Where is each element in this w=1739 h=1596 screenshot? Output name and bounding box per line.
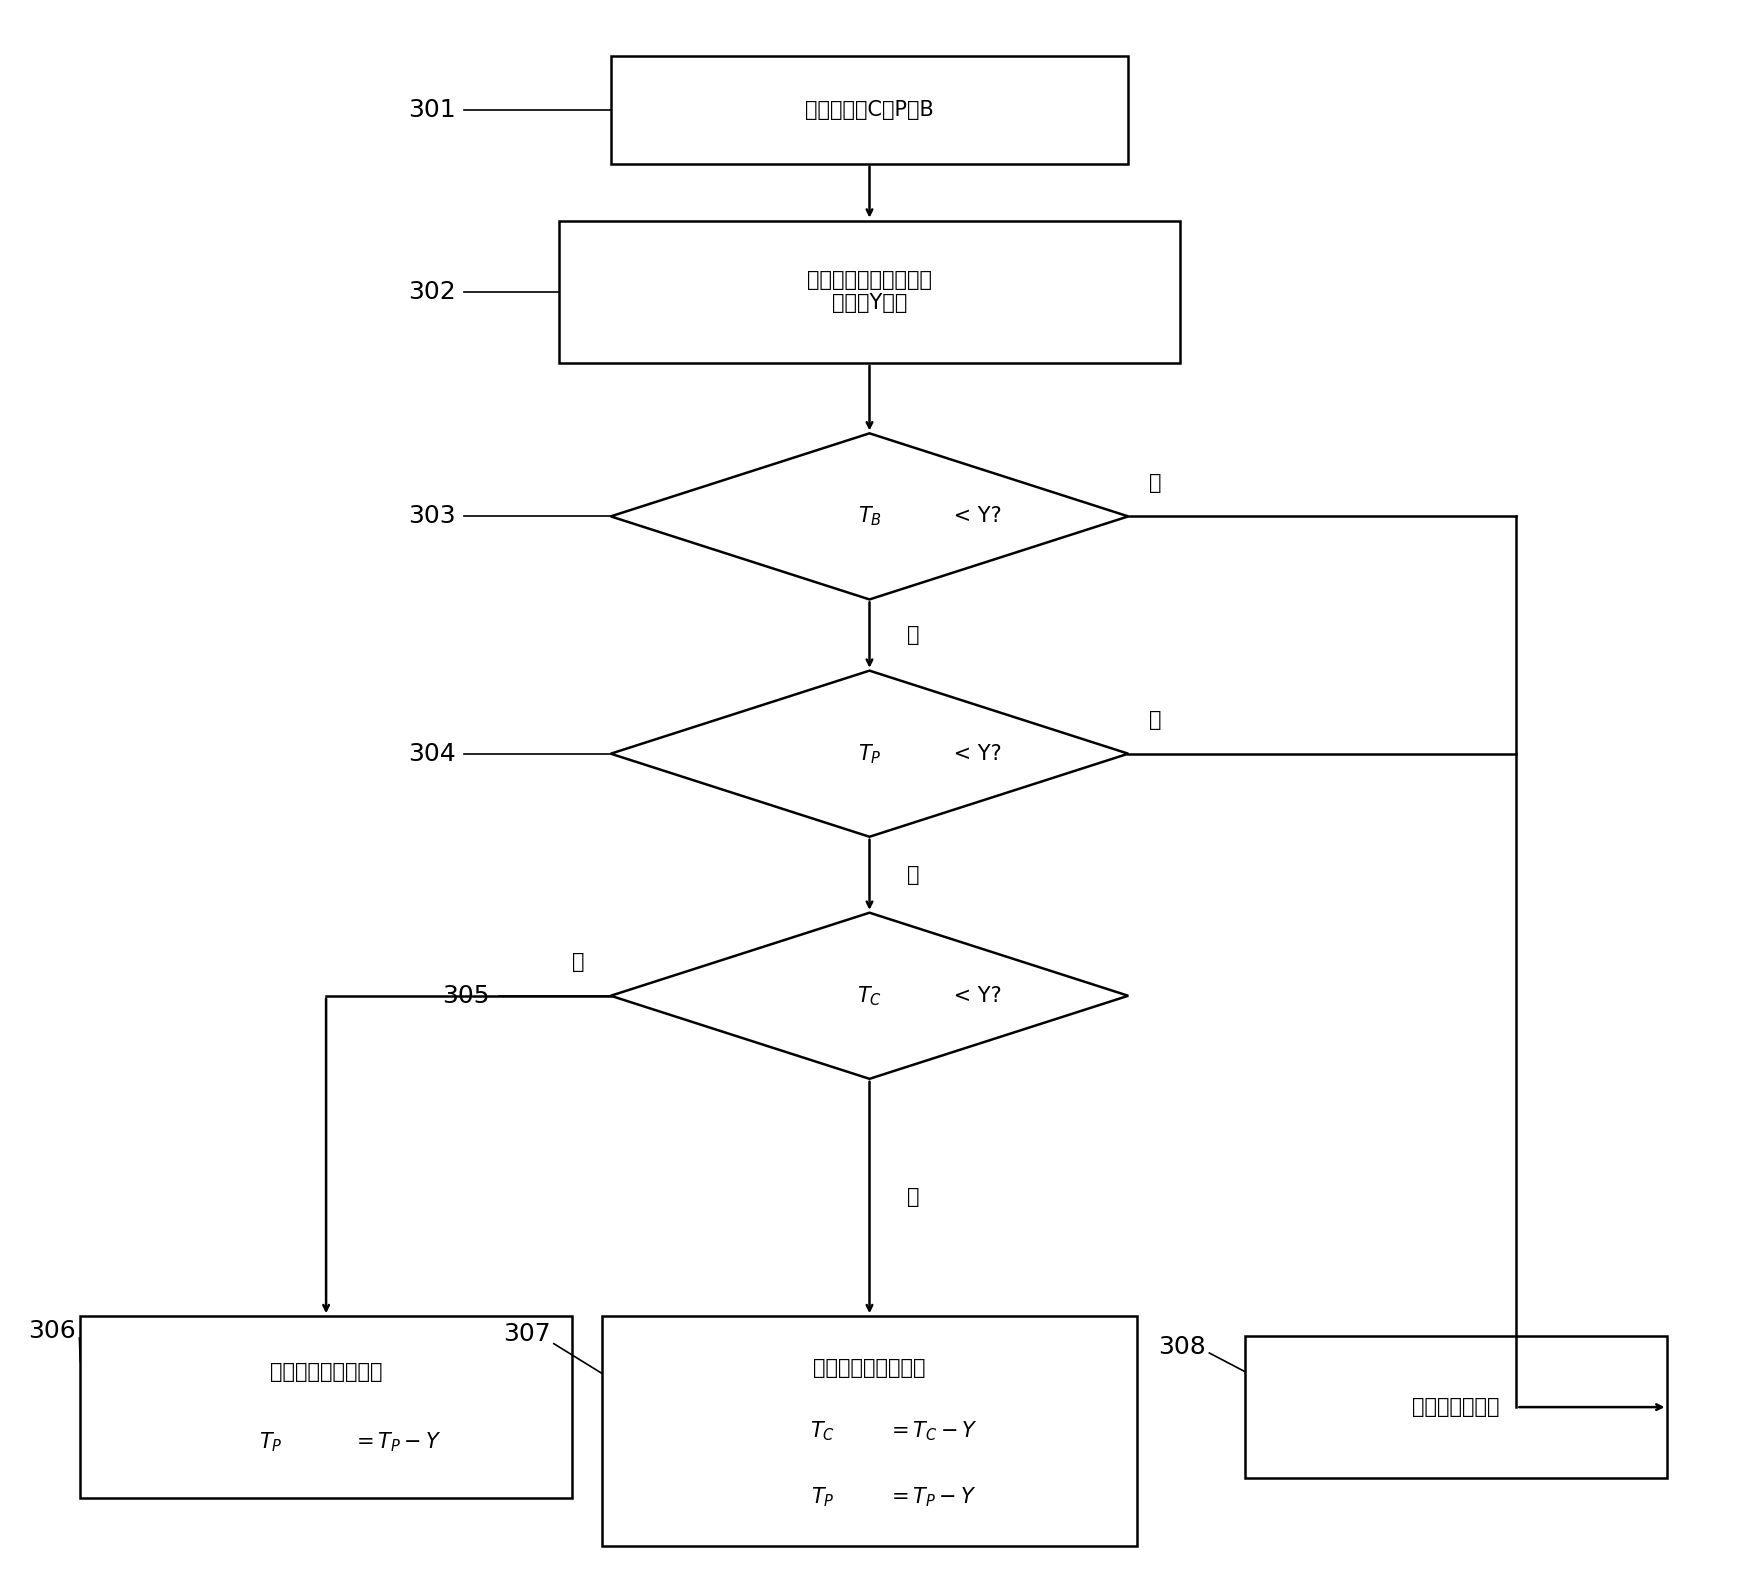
FancyBboxPatch shape: [1245, 1336, 1668, 1478]
Text: 是: 是: [572, 953, 584, 972]
Text: 否: 否: [908, 626, 920, 645]
Polygon shape: [610, 434, 1129, 600]
Text: $T_P$: $T_P$: [812, 1486, 835, 1510]
Text: $T_P$: $T_P$: [259, 1430, 283, 1454]
Text: $T_B$: $T_B$: [857, 504, 882, 528]
Text: 306: 306: [28, 1318, 77, 1342]
Text: 是: 是: [1149, 472, 1162, 493]
Text: 302: 302: [407, 279, 456, 303]
Text: 数据包置为蓝色，且: 数据包置为蓝色，且: [814, 1358, 925, 1377]
Text: 308: 308: [1158, 1336, 1205, 1360]
Text: 收到数据包，数据包的
大小为Y字节: 收到数据包，数据包的 大小为Y字节: [807, 270, 932, 313]
Text: 303: 303: [409, 504, 456, 528]
Text: 设置令牌桶C、P和B: 设置令牌桶C、P和B: [805, 101, 934, 120]
FancyBboxPatch shape: [602, 1317, 1137, 1545]
Text: $= T_P - Y$: $= T_P - Y$: [887, 1486, 976, 1510]
Text: $T_C$: $T_C$: [810, 1419, 835, 1443]
Text: 否: 否: [908, 865, 920, 884]
Text: 是: 是: [1149, 710, 1162, 729]
Text: 数据包置为红色: 数据包置为红色: [1412, 1396, 1499, 1417]
Text: $= T_P - Y$: $= T_P - Y$: [351, 1430, 442, 1454]
FancyBboxPatch shape: [80, 1317, 572, 1499]
Text: 307: 307: [503, 1323, 550, 1347]
Polygon shape: [610, 670, 1129, 836]
Text: < Y?: < Y?: [948, 986, 1002, 1005]
FancyBboxPatch shape: [610, 56, 1129, 163]
Text: 否: 否: [908, 1187, 920, 1208]
Text: $= T_C - Y$: $= T_C - Y$: [887, 1419, 977, 1443]
Text: 304: 304: [407, 742, 456, 766]
Polygon shape: [610, 913, 1129, 1079]
Text: 数据包置为黄色，且: 数据包置为黄色，且: [270, 1363, 383, 1382]
FancyBboxPatch shape: [558, 220, 1181, 362]
Text: < Y?: < Y?: [948, 744, 1002, 764]
Text: $T_P$: $T_P$: [857, 742, 882, 766]
Text: < Y?: < Y?: [948, 506, 1002, 527]
Text: 305: 305: [442, 983, 490, 1007]
Text: 301: 301: [409, 97, 456, 121]
Text: $T_C$: $T_C$: [857, 985, 882, 1007]
